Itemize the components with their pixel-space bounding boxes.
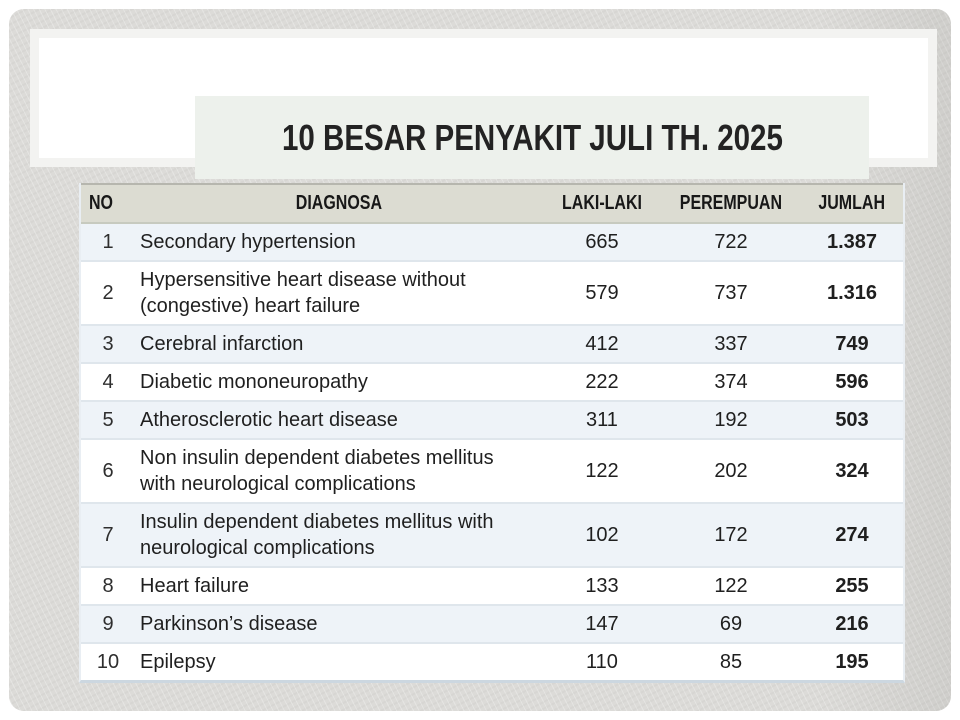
disease-table: NO DIAGNOSA LAKI-LAKI PEREMPUAN JUMLAH (81, 183, 903, 680)
cell-jumlah: 324 (801, 438, 903, 503)
table-row: 4 Diabetic mononeuropathy 222 374 596 (81, 362, 903, 401)
table-row: 8 Heart failure 133 122 255 (81, 566, 903, 605)
column-header-laki-laki-label: LAKI-LAKI (561, 192, 642, 214)
cell-laki: 133 (543, 566, 661, 605)
cell-diagnosa: Non insulin dependent diabetes mellitus … (135, 438, 543, 503)
cell-perempuan: 122 (661, 566, 801, 605)
cell-laki: 579 (543, 260, 661, 325)
cell-laki: 412 (543, 324, 661, 363)
cell-diagnosa: Epilepsy (135, 642, 543, 680)
slide-title: 10 BESAR PENYAKIT JULI TH. 2025 (281, 116, 783, 158)
cell-no: 1 (81, 222, 135, 261)
column-header-laki-laki: LAKI-LAKI (543, 183, 661, 224)
column-header-no-label: NO (89, 192, 113, 214)
column-header-perempuan-label: PEREMPUAN (679, 192, 783, 214)
cell-laki: 222 (543, 362, 661, 401)
table-row: 6 Non insulin dependent diabetes mellitus… (81, 438, 903, 503)
cell-no: 5 (81, 400, 135, 439)
cell-perempuan: 69 (661, 604, 801, 643)
disease-table-container: NO DIAGNOSA LAKI-LAKI PEREMPUAN JUMLAH (79, 183, 905, 683)
cell-no: 6 (81, 438, 135, 503)
cell-perempuan: 722 (661, 222, 801, 261)
cell-jumlah: 195 (801, 642, 903, 680)
cell-jumlah: 1.316 (801, 260, 903, 325)
table-row: 5 Atherosclerotic heart disease 311 192 503 (81, 400, 903, 439)
cell-laki: 122 (543, 438, 661, 503)
table-body: 1 Secondary hypertension 665 722 1.387 2 Hyper… (81, 222, 903, 680)
column-header-perempuan: PEREMPUAN (661, 183, 801, 224)
cell-no: 2 (81, 260, 135, 325)
cell-jumlah: 749 (801, 324, 903, 363)
table-row: 10 Epilepsy 110 85 195 (81, 642, 903, 680)
cell-perempuan: 192 (661, 400, 801, 439)
cell-diagnosa: Cerebral infarction (135, 324, 543, 363)
cell-jumlah: 274 (801, 502, 903, 567)
cell-diagnosa: Parkinson’s disease (135, 604, 543, 643)
cell-diagnosa: Atherosclerotic heart disease (135, 400, 543, 439)
title-box: 10 BESAR PENYAKIT JULI TH. 2025 (195, 96, 869, 179)
cell-perempuan: 85 (661, 642, 801, 680)
cell-jumlah: 1.387 (801, 222, 903, 261)
cell-diagnosa: Hypersensitive heart disease without (co… (135, 260, 543, 325)
table-row: 3 Cerebral infarction 412 337 749 (81, 324, 903, 363)
cell-no: 9 (81, 604, 135, 643)
cell-diagnosa: Secondary hypertension (135, 222, 543, 261)
cell-perempuan: 374 (661, 362, 801, 401)
cell-perempuan: 202 (661, 438, 801, 503)
cell-no: 4 (81, 362, 135, 401)
column-header-jumlah: JUMLAH (801, 183, 903, 224)
title-panel: 10 BESAR PENYAKIT JULI TH. 2025 (30, 29, 937, 179)
cell-laki: 110 (543, 642, 661, 680)
cell-jumlah: 216 (801, 604, 903, 643)
cell-laki: 311 (543, 400, 661, 439)
cell-laki: 665 (543, 222, 661, 261)
cell-jumlah: 255 (801, 566, 903, 605)
column-header-diagnosa-label: DIAGNOSA (295, 192, 383, 214)
table-row: 2 Hypersensitive heart disease without (c… (81, 260, 903, 325)
cell-perempuan: 172 (661, 502, 801, 567)
cell-no: 7 (81, 502, 135, 567)
cell-no: 8 (81, 566, 135, 605)
cell-jumlah: 503 (801, 400, 903, 439)
table-header-row: NO DIAGNOSA LAKI-LAKI PEREMPUAN JUMLAH (81, 183, 903, 224)
cell-diagnosa: Diabetic mononeuropathy (135, 362, 543, 401)
table-row: 1 Secondary hypertension 665 722 1.387 (81, 222, 903, 261)
cell-perempuan: 337 (661, 324, 801, 363)
cell-no: 10 (81, 642, 135, 680)
table-row: 9 Parkinson’s disease 147 69 216 (81, 604, 903, 643)
cell-laki: 147 (543, 604, 661, 643)
cell-laki: 102 (543, 502, 661, 567)
column-header-no: NO (81, 183, 135, 224)
column-header-diagnosa: DIAGNOSA (135, 183, 543, 224)
cell-diagnosa: Heart failure (135, 566, 543, 605)
cell-no: 3 (81, 324, 135, 363)
cell-jumlah: 596 (801, 362, 903, 401)
cell-diagnosa: Insulin dependent diabetes mellitus with… (135, 502, 543, 567)
column-header-jumlah-label: JUMLAH (818, 192, 886, 214)
cell-perempuan: 737 (661, 260, 801, 325)
table-row: 7 Insulin dependent diabetes mellitus wit… (81, 502, 903, 567)
